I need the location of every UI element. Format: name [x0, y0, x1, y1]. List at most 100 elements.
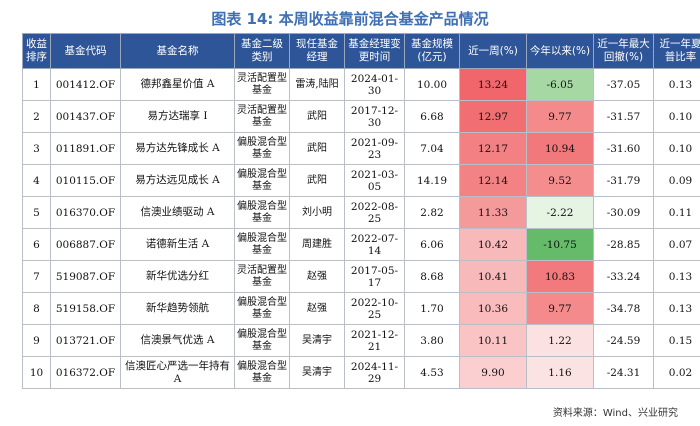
- table-row: 9 013721.OF 信澳景气优选 A 偏股混合型基金 吴清宇 2021-12-21 3.…: [22, 324, 700, 357]
- cell-code: 016370.OF: [50, 196, 121, 229]
- cell-change-date: 2017-05-17: [344, 260, 405, 293]
- cell-sharpe: 0.07: [653, 228, 700, 261]
- cell-change-date: 2024-11-29: [344, 356, 405, 389]
- cell-sharpe: 0.13: [653, 260, 700, 293]
- cell-rank: 1: [22, 68, 51, 101]
- table-row: 7 519087.OF 新华优选分红 灵活配置型基金 赵强 2017-05-17 8.68 1…: [22, 260, 700, 293]
- cell-ytd: 10.83: [526, 260, 594, 293]
- cell-name: 新华趋势领航: [120, 292, 235, 325]
- cell-rank: 3: [22, 132, 51, 165]
- cell-ytd: 1.16: [526, 356, 594, 389]
- cell-category: 偏股混合型基金: [234, 356, 290, 389]
- cell-scale: 7.04: [404, 132, 460, 165]
- cell-ytd: 9.77: [526, 292, 594, 325]
- cell-ytd: 9.77: [526, 100, 594, 133]
- cell-change-date: 2024-01-30: [344, 68, 405, 101]
- cell-code: 013721.OF: [50, 324, 121, 357]
- cell-category: 偏股混合型基金: [234, 196, 290, 229]
- cell-week: 10.41: [459, 260, 527, 293]
- cell-manager: 刘小明: [289, 196, 345, 229]
- cell-drawdown: -31.57: [593, 100, 654, 133]
- cell-manager: 吴清宇: [289, 356, 345, 389]
- cell-ytd: 10.94: [526, 132, 594, 165]
- cell-code: 010115.OF: [50, 164, 121, 197]
- cell-code: 001437.OF: [50, 100, 121, 133]
- cell-rank: 10: [22, 356, 51, 389]
- cell-week: 9.90: [459, 356, 527, 389]
- header-ytd: 今年以来(%): [526, 33, 594, 69]
- cell-category: 偏股混合型基金: [234, 132, 290, 165]
- cell-manager: 雷涛,陆阳: [289, 68, 345, 101]
- cell-manager: 武阳: [289, 100, 345, 133]
- cell-drawdown: -31.60: [593, 132, 654, 165]
- header-code: 基金代码: [50, 33, 121, 69]
- table-row: 2 001437.OF 易方达瑞享 I 灵活配置型基金 武阳 2017-12-30 6.68…: [22, 100, 700, 133]
- cell-week: 12.14: [459, 164, 527, 197]
- cell-ytd: -10.75: [526, 228, 594, 261]
- cell-manager: 赵强: [289, 260, 345, 293]
- cell-category: 偏股混合型基金: [234, 292, 290, 325]
- table-row: 1 001412.OF 德邦鑫星价值 A 灵活配置型基金 雷涛,陆阳 2024-01-30…: [22, 68, 700, 101]
- cell-rank: 8: [22, 292, 51, 325]
- cell-scale: 2.82: [404, 196, 460, 229]
- cell-manager: 武阳: [289, 164, 345, 197]
- cell-drawdown: -30.09: [593, 196, 654, 229]
- fund-table: 收益排序 基金代码 基金名称 基金二级类别 现任基金经理 基金经理变更时间 基金…: [22, 33, 700, 389]
- cell-name: 信澳景气优选 A: [120, 324, 235, 357]
- page-title: 图表 14: 本周收益靠前混合基金产品情况: [211, 10, 489, 28]
- cell-code: 006887.OF: [50, 228, 121, 261]
- cell-manager: 周建胜: [289, 228, 345, 261]
- cell-week: 12.97: [459, 100, 527, 133]
- cell-scale: 6.06: [404, 228, 460, 261]
- cell-change-date: 2022-10-25: [344, 292, 405, 325]
- cell-category: 灵活配置型基金: [234, 260, 290, 293]
- table-row: 6 006887.OF 诺德新生活 A 偏股混合型基金 周建胜 2022-07-14 6.0…: [22, 228, 700, 261]
- cell-sharpe: 0.09: [653, 164, 700, 197]
- cell-change-date: 2021-12-21: [344, 324, 405, 357]
- cell-manager: 吴清宇: [289, 324, 345, 357]
- cell-ytd: 9.52: [526, 164, 594, 197]
- cell-ytd: -6.05: [526, 68, 594, 101]
- cell-drawdown: -34.78: [593, 292, 654, 325]
- cell-change-date: 2021-03-05: [344, 164, 405, 197]
- header-manager: 现任基金经理: [289, 33, 345, 69]
- header-change-date: 基金经理变更时间: [344, 33, 405, 69]
- table-row: 5 016370.OF 信澳业绩驱动 A 偏股混合型基金 刘小明 2022-08-25 2.…: [22, 196, 700, 229]
- cell-name: 易方达远见成长 A: [120, 164, 235, 197]
- table-row: 10 016372.OF 信澳匠心严选一年持有 A 偏股混合型基金 吴清宇 2024-11…: [22, 356, 700, 389]
- table-row: 4 010115.OF 易方达远见成长 A 偏股混合型基金 武阳 2021-03-05 14…: [22, 164, 700, 197]
- cell-scale: 3.80: [404, 324, 460, 357]
- cell-sharpe: 0.13: [653, 68, 700, 101]
- cell-rank: 4: [22, 164, 51, 197]
- cell-rank: 6: [22, 228, 51, 261]
- cell-scale: 4.53: [404, 356, 460, 389]
- cell-sharpe: 0.10: [653, 132, 700, 165]
- source-note: 资料来源：Wind、兴业研究: [552, 408, 678, 419]
- header-rank: 收益排序: [22, 33, 51, 69]
- cell-name: 易方达先锋成长 A: [120, 132, 235, 165]
- header-category: 基金二级类别: [234, 33, 290, 69]
- cell-scale: 10.00: [404, 68, 460, 101]
- cell-category: 灵活配置型基金: [234, 68, 290, 101]
- table-row: 8 519158.OF 新华趋势领航 偏股混合型基金 赵强 2022-10-25 1.70 1…: [22, 292, 700, 325]
- cell-scale: 6.68: [404, 100, 460, 133]
- cell-week: 12.17: [459, 132, 527, 165]
- cell-scale: 14.19: [404, 164, 460, 197]
- cell-code: 011891.OF: [50, 132, 121, 165]
- cell-rank: 7: [22, 260, 51, 293]
- cell-category: 灵活配置型基金: [234, 100, 290, 133]
- cell-week: 10.42: [459, 228, 527, 261]
- table-header-row: 收益排序 基金代码 基金名称 基金二级类别 现任基金经理 基金经理变更时间 基金…: [22, 33, 700, 69]
- cell-sharpe: 0.11: [653, 196, 700, 229]
- cell-rank: 2: [22, 100, 51, 133]
- cell-code: 519087.OF: [50, 260, 121, 293]
- cell-code: 519158.OF: [50, 292, 121, 325]
- cell-sharpe: 0.10: [653, 100, 700, 133]
- cell-week: 10.11: [459, 324, 527, 357]
- header-drawdown: 近一年最大回撤(%): [593, 33, 654, 69]
- header-scale: 基金规模(亿元): [404, 33, 460, 69]
- cell-week: 10.36: [459, 292, 527, 325]
- cell-sharpe: 0.15: [653, 324, 700, 357]
- cell-name: 新华优选分红: [120, 260, 235, 293]
- cell-name: 信澳匠心严选一年持有 A: [120, 356, 235, 389]
